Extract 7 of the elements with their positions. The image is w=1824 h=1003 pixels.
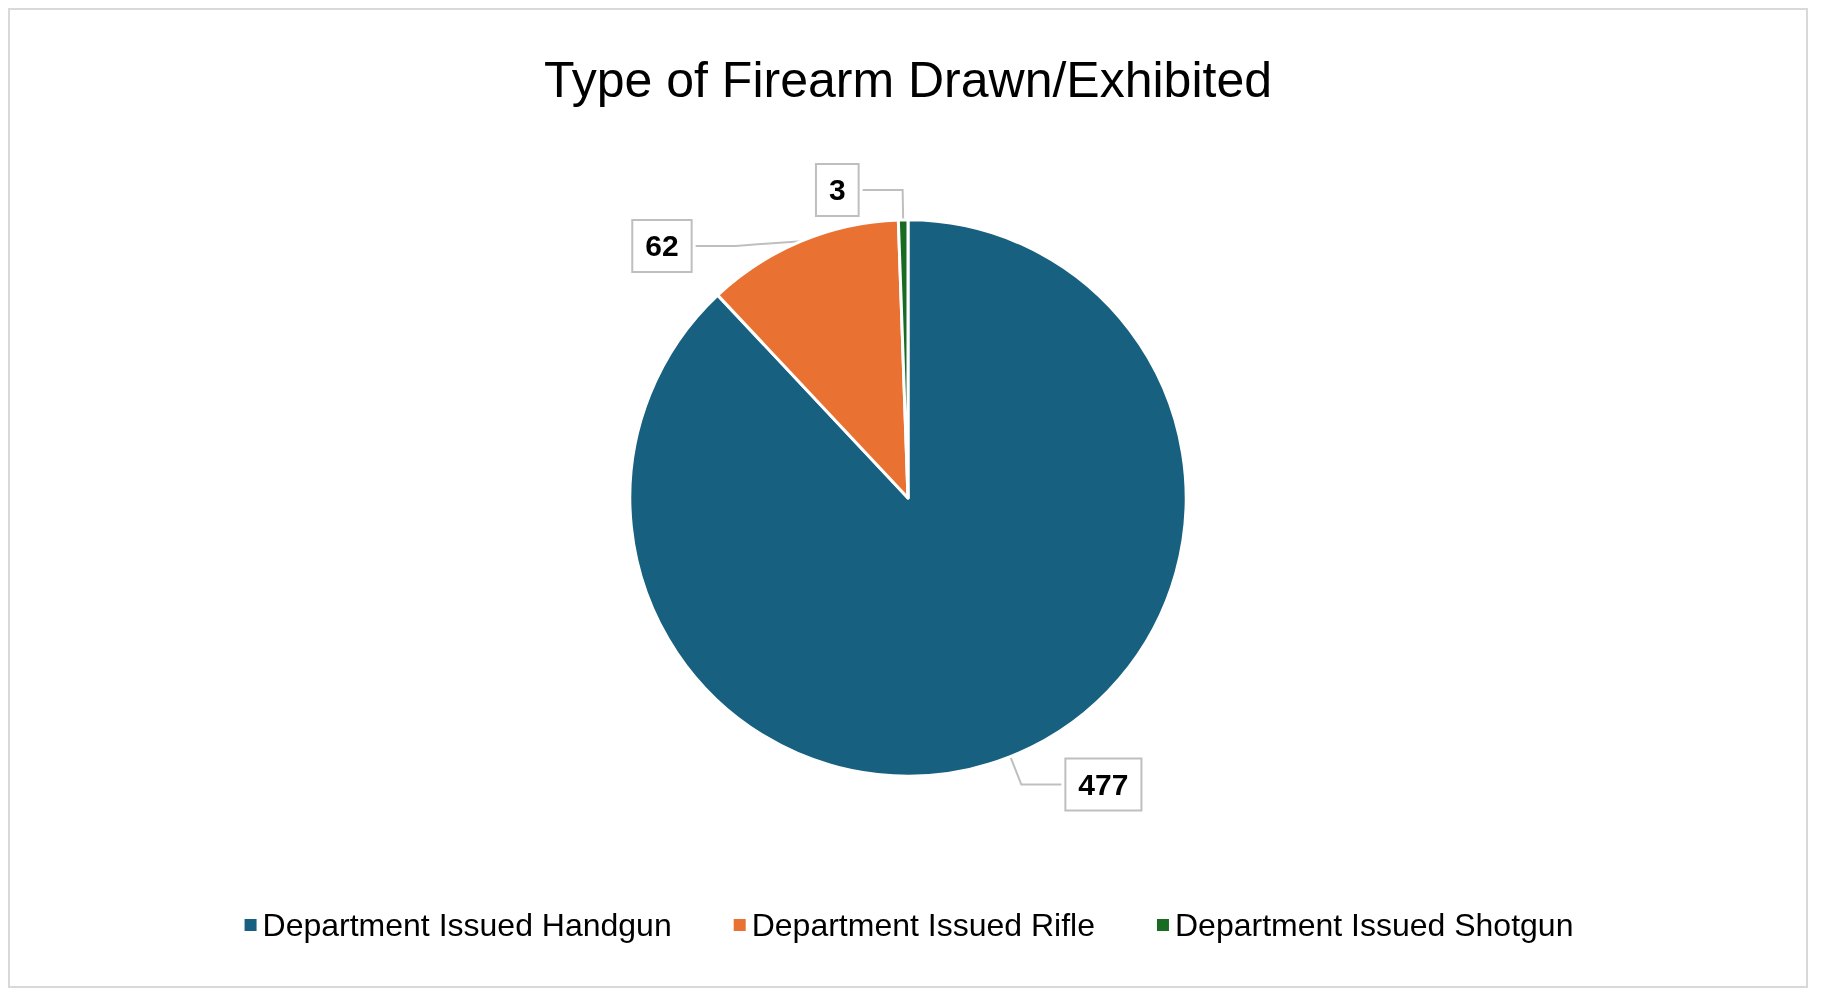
legend-label: Department Issued Shotgun bbox=[1174, 907, 1574, 943]
data-label: 477 bbox=[1078, 768, 1129, 802]
legend-label: Department Issued Rifle bbox=[751, 907, 1095, 943]
data-label: 62 bbox=[645, 229, 679, 263]
legend-label: Department Issued Handgun bbox=[262, 907, 672, 943]
data-label: 3 bbox=[828, 173, 846, 207]
chart-title: Type of Firearm Drawn/Exhibited bbox=[543, 52, 1273, 108]
